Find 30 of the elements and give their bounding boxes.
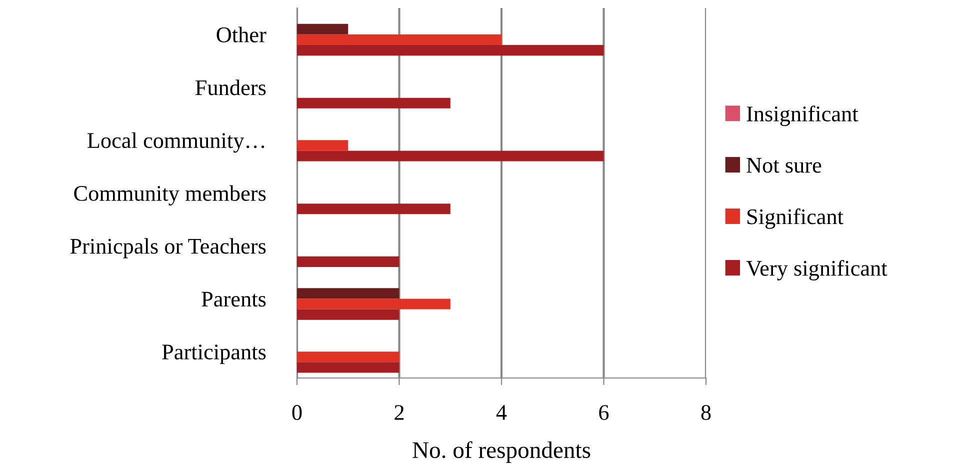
legend-label: Not sure bbox=[746, 158, 822, 173]
x-tick-label: 4 bbox=[496, 405, 507, 420]
y-tick-label: Community members bbox=[74, 185, 266, 206]
y-tick-label: Local community… bbox=[87, 132, 264, 153]
y-tick-label: Participants bbox=[162, 344, 266, 364]
bar bbox=[297, 204, 450, 214]
legend-label: Significant bbox=[747, 208, 844, 229]
bar bbox=[297, 140, 348, 151]
x-axis-title: No. of respondents bbox=[412, 441, 590, 463]
bar bbox=[297, 34, 502, 45]
y-tick-label: Prinicpals or Teachers bbox=[70, 238, 266, 258]
bar bbox=[297, 352, 400, 362]
x-tick-label: 2 bbox=[394, 405, 404, 420]
y-tick-label: Parents bbox=[202, 292, 266, 307]
bar bbox=[297, 288, 400, 299]
y-tick-label: Funders bbox=[195, 80, 266, 96]
bar bbox=[297, 298, 450, 310]
bar bbox=[297, 362, 400, 373]
bar bbox=[297, 150, 604, 162]
bar bbox=[297, 24, 348, 34]
bar bbox=[297, 256, 400, 267]
x-tick-label: 8 bbox=[701, 405, 711, 420]
bar bbox=[297, 45, 604, 56]
bar bbox=[297, 309, 400, 320]
legend-label: Insignificant bbox=[746, 106, 858, 126]
x-tick-label: 0 bbox=[292, 405, 302, 420]
bar bbox=[297, 98, 450, 108]
x-tick-label: 6 bbox=[599, 405, 609, 420]
legend-label: Very significant bbox=[746, 260, 888, 280]
y-tick-label: Other bbox=[216, 26, 266, 42]
